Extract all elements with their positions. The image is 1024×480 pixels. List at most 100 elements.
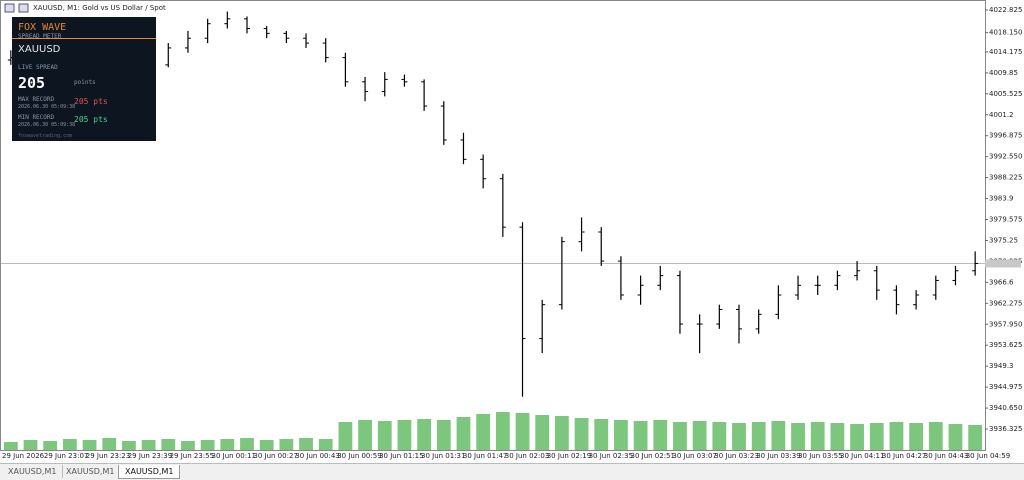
chart-tab[interactable]: XAUUSD,M1	[2, 465, 64, 478]
x-tick-label: 29 Jun 2026	[2, 452, 45, 460]
volume-bar	[23, 440, 38, 450]
x-tick-label: 30 Jun 00:43	[295, 452, 339, 460]
x-tick-label: 30 Jun 01:15	[379, 452, 423, 460]
volume-bar	[417, 419, 432, 450]
subtitle: SPREAD METER	[18, 33, 62, 40]
volume-bar	[889, 422, 904, 450]
icon[interactable]	[18, 3, 29, 13]
x-tick-label: 29 Jun 23:39	[128, 452, 172, 460]
min-value: 205 pts	[74, 115, 108, 124]
symbol: XAUUSD	[18, 44, 61, 55]
chart-tab[interactable]: XAUUSD,M1	[118, 465, 181, 479]
y-tick-label: 3962.275	[989, 299, 1022, 307]
y-tick-label: 4014.175	[989, 48, 1022, 56]
y-tick-label: 3979.575	[989, 216, 1022, 224]
x-tick-label: 30 Jun 04:43	[924, 452, 968, 460]
volume-bar	[259, 440, 274, 450]
current-price-tag	[985, 259, 1021, 268]
volume-bar	[82, 440, 97, 450]
x-tick-label: 30 Jun 03:07	[672, 452, 716, 460]
y-tick-label: 3944.975	[989, 383, 1022, 391]
max-value: 205 pts	[74, 97, 108, 106]
x-tick-label: 30 Jun 02:03	[505, 452, 549, 460]
volume-bar	[692, 421, 707, 450]
volume-bar	[614, 420, 628, 450]
volume-bar	[122, 441, 136, 450]
tab-bar: XAUUSD,M1 XAUUSD,M1 XAUUSD,M1	[0, 463, 1024, 480]
x-tick-label: 30 Jun 04:59	[966, 452, 1010, 460]
volume-bar	[948, 424, 963, 450]
x-tick-label: 30 Jun 02:35	[589, 452, 633, 460]
volume-bar	[574, 418, 589, 450]
y-tick-label: 3957.950	[989, 320, 1022, 328]
live-unit: points	[74, 79, 96, 86]
volume-bar	[436, 420, 451, 450]
volume-bar	[377, 421, 392, 450]
volume-bar	[751, 422, 766, 450]
x-tick-label: 30 Jun 03:39	[756, 452, 800, 460]
x-tick-label: 29 Jun 23:55	[170, 452, 214, 460]
volume-bar	[397, 420, 412, 450]
volume-bar	[338, 422, 353, 450]
y-tick-label: 4001.2	[989, 111, 1014, 119]
y-tick-label: 4005.525	[989, 90, 1022, 98]
y-tick-label: 4022.825	[989, 6, 1022, 14]
divider	[12, 38, 156, 39]
volume-bar	[3, 442, 18, 450]
y-tick-label: 4009.85	[989, 69, 1018, 77]
volume-bar	[771, 421, 786, 450]
x-tick-label: 30 Jun 00:27	[253, 452, 297, 460]
chart-tab[interactable]: XAUUSD,M1	[60, 465, 122, 478]
plot-frame	[0, 0, 986, 451]
icon[interactable]	[4, 3, 15, 13]
volume-bar	[102, 438, 117, 450]
volume-bar	[712, 422, 727, 450]
volume-bar	[495, 412, 510, 450]
volume-bar	[141, 440, 156, 450]
x-tick-label: 30 Jun 04:11	[840, 452, 884, 460]
y-tick-label: 3988.225	[989, 174, 1022, 182]
x-tick-label: 30 Jun 00:11	[212, 452, 256, 460]
volume-bar	[161, 439, 176, 450]
volume-bar	[928, 422, 943, 450]
x-tick-label: 30 Jun 03:55	[798, 452, 842, 460]
volume-bar	[220, 439, 235, 450]
y-tick-label: 3953.625	[989, 341, 1022, 349]
live-value: 205	[18, 74, 46, 92]
x-tick-label: 30 Jun 00:59	[337, 452, 381, 460]
y-tick-label: 3940.650	[989, 404, 1022, 412]
y-tick-label: 3983.9	[989, 195, 1014, 203]
volume-bar	[456, 417, 471, 450]
y-tick-label: 3992.550	[989, 153, 1022, 161]
brand: FOX WAVE	[18, 22, 67, 33]
volume-bar	[318, 439, 333, 450]
volume-bar	[791, 423, 805, 450]
chart: XAUUSD, M1: Gold vs US Dollar / Spot 402…	[0, 0, 1022, 460]
spread-meter-panel: FOX WAVE SPREAD METER XAUUSD LIVE SPREAD…	[12, 17, 156, 141]
y-tick-label: 4018.150	[989, 29, 1022, 37]
volume-bar	[358, 420, 372, 450]
y-tick-label: 3936.325	[989, 425, 1022, 433]
volume-bar	[476, 414, 491, 450]
volume-bar	[850, 424, 864, 450]
volume-bar	[43, 441, 58, 450]
x-tick-label: 30 Jun 02:51	[631, 452, 675, 460]
y-tick-label: 3996.875	[989, 132, 1022, 140]
x-tick-label: 30 Jun 03:23	[714, 452, 758, 460]
volume-bar	[535, 415, 550, 450]
max-time: 2026.06.30 05:09:38	[18, 104, 76, 110]
volume-bar	[299, 438, 313, 450]
volume-bar	[554, 416, 569, 450]
live-label: LIVE SPREAD	[18, 64, 58, 71]
chart-title: XAUUSD, M1: Gold vs US Dollar / Spot	[33, 4, 166, 12]
volume-bar	[732, 423, 746, 450]
volume-bar	[909, 423, 924, 450]
x-tick-label: 30 Jun 02:19	[547, 452, 591, 460]
volume-bar	[200, 440, 215, 450]
volume-bar	[62, 439, 77, 450]
max-label: MAX RECORD	[18, 96, 55, 103]
x-tick-label: 30 Jun 01:31	[421, 452, 465, 460]
volume-bar	[633, 421, 648, 450]
volume-bar	[810, 422, 825, 450]
